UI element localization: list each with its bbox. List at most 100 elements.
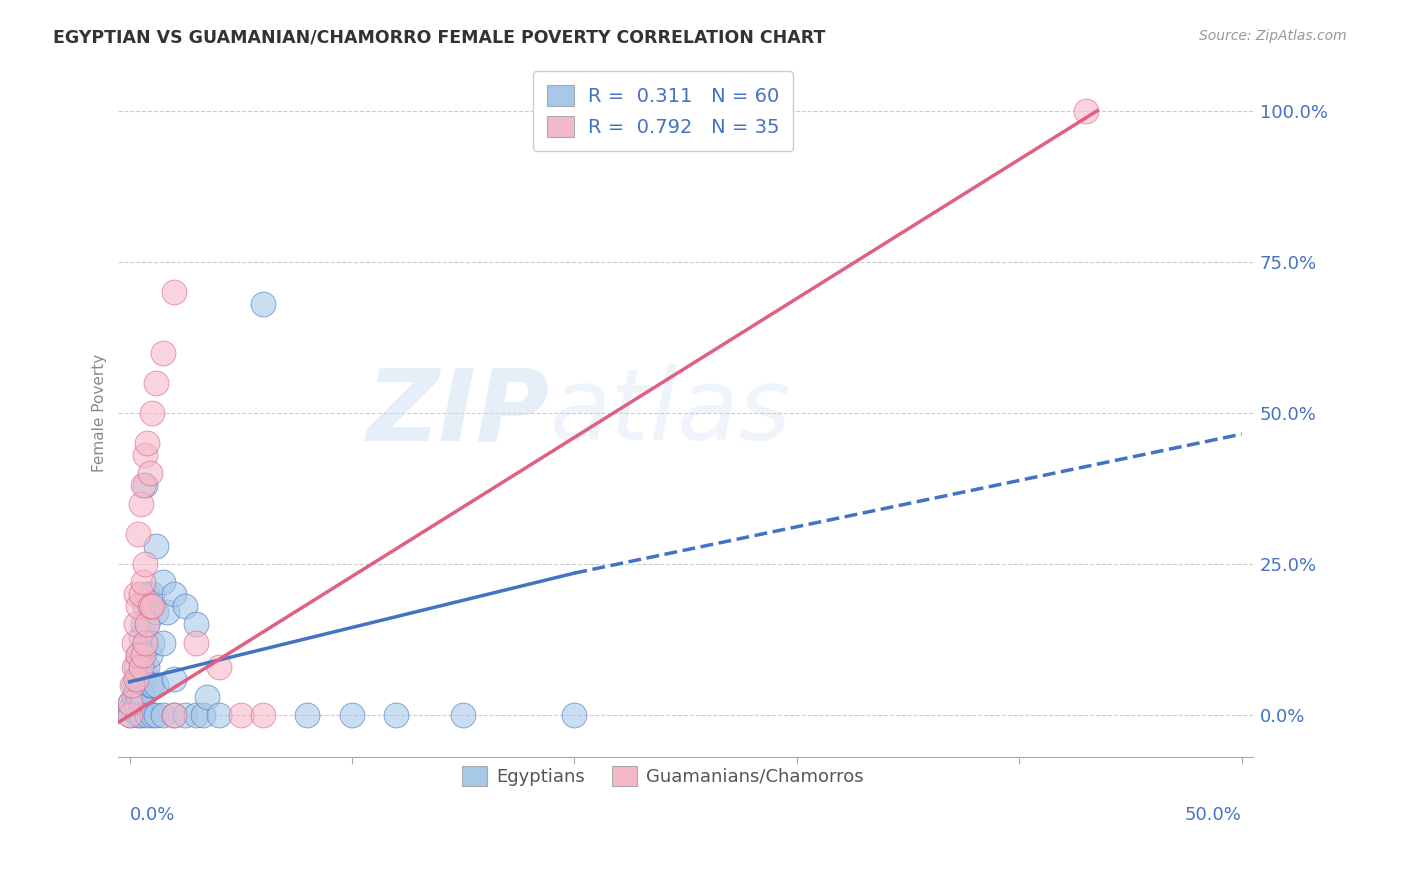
Point [207,708,229,723]
Point [134,448,156,462]
Point [141,635,163,649]
Point [252,297,274,311]
Point [145,678,167,692]
Text: Source: ZipAtlas.com: Source: ZipAtlas.com [1199,29,1347,43]
Y-axis label: Female Poverty: Female Poverty [93,354,107,472]
Point [186,635,208,649]
Point [145,606,167,620]
Point [340,708,363,723]
Point [163,672,186,686]
Text: atlas: atlas [550,365,792,461]
Point [129,678,152,692]
Point [125,617,148,632]
Point [127,526,149,541]
Point [163,285,186,299]
Point [121,678,143,692]
Point [129,630,152,644]
Point [152,345,174,359]
Point [136,436,159,450]
Point [129,708,152,723]
Point [127,648,149,662]
Point [451,708,474,723]
Point [141,708,163,723]
Text: 0.0%: 0.0% [129,805,174,823]
Point [163,708,186,723]
Point [125,672,148,686]
Point [132,648,155,662]
Point [118,708,141,723]
Point [297,708,319,723]
Legend: Egyptians, Guamanians/Chamorros: Egyptians, Guamanians/Chamorros [454,759,872,793]
Point [132,672,155,686]
Point [127,708,149,723]
Point [125,587,148,601]
Point [174,599,197,614]
Point [145,539,167,553]
Point [385,708,408,723]
Point [141,587,163,601]
Point [141,678,163,692]
Point [145,376,167,390]
Point [229,708,252,723]
Point [136,587,159,601]
Point [138,467,160,481]
Point [118,708,141,723]
Point [129,696,152,710]
Point [129,497,152,511]
Point [138,599,160,614]
Point [132,648,155,662]
Point [118,696,141,710]
Point [125,659,148,673]
Point [122,690,145,704]
Point [152,708,174,723]
Point [141,599,163,614]
Point [132,617,155,632]
Point [191,708,214,723]
Point [136,617,159,632]
Point [125,684,148,698]
Point [207,659,229,673]
Point [134,599,156,614]
Text: 50.0%: 50.0% [1185,805,1241,823]
Point [141,406,163,420]
Point [138,678,160,692]
Point [138,648,160,662]
Point [134,635,156,649]
Point [125,699,148,714]
Point [132,478,155,492]
Point [152,635,174,649]
Point [118,702,141,716]
Point [127,672,149,686]
Point [134,635,156,649]
Point [134,478,156,492]
Point [186,708,208,723]
Point [197,690,219,704]
Point [134,665,156,680]
Point [564,708,586,723]
Point [136,617,159,632]
Point [122,678,145,692]
Point [186,617,208,632]
Point [174,708,197,723]
Point [156,606,179,620]
Point [136,659,159,673]
Point [129,587,152,601]
Point [1074,103,1097,118]
Point [163,708,186,723]
Point [127,690,149,704]
Text: EGYPTIAN VS GUAMANIAN/CHAMORRO FEMALE POVERTY CORRELATION CHART: EGYPTIAN VS GUAMANIAN/CHAMORRO FEMALE PO… [53,29,825,46]
Point [132,690,155,704]
Point [129,659,152,673]
Point [134,557,156,571]
Point [136,708,159,723]
Point [145,708,167,723]
Point [118,696,141,710]
Point [152,575,174,590]
Point [127,648,149,662]
Point [138,599,160,614]
Point [122,635,145,649]
Point [163,587,186,601]
Text: ZIP: ZIP [367,365,550,461]
Point [127,599,149,614]
Point [252,708,274,723]
